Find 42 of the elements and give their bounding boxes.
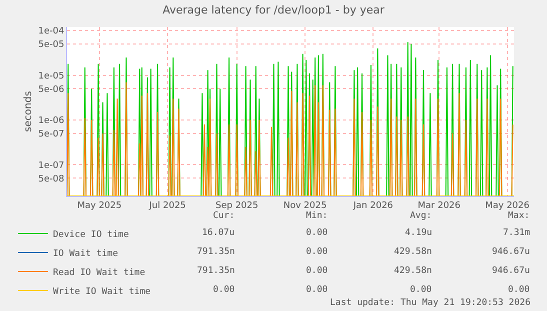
chart-title: Average latency for /dev/loop1 - by year (162, 4, 385, 17)
text: Cur: (213, 211, 235, 221)
x-tick-label: Mar 2026 (418, 200, 461, 211)
text: 0.00 (410, 285, 432, 295)
text: 791.35n (197, 266, 235, 276)
text: 0.00 (306, 266, 328, 276)
x-tick-label: May 2026 (485, 200, 530, 211)
text: 429.58n (394, 247, 432, 257)
y-axis-title: seconds (23, 91, 34, 132)
legend-label: Write IO Wait time (53, 287, 151, 298)
x-tick-label: Nov 2025 (283, 200, 327, 211)
text: 0.00 (508, 285, 530, 295)
text: 0.00 (306, 247, 328, 257)
text: Avg: (410, 211, 432, 221)
x-tick-label: Sep 2025 (215, 200, 258, 211)
text: 946.67u (492, 266, 530, 276)
text: 429.58n (394, 266, 432, 276)
text: 791.35n (197, 247, 235, 257)
y-tick-label: 5e-05 (38, 40, 64, 50)
x-tick-label: Jul 2025 (148, 200, 186, 211)
text: Max: (508, 211, 530, 221)
y-tick-label: 5e-06 (38, 84, 64, 95)
text: 4.19u (405, 228, 432, 238)
legend-label: IO Wait time (53, 249, 118, 260)
y-tick-label: 1e-05 (38, 71, 64, 82)
text: 7.31m (503, 228, 530, 238)
legend-label: Device IO time (53, 230, 129, 240)
y-tick-label: 5e-07 (38, 130, 64, 140)
text: Last update: Thu May 21 19:20:53 2026 (330, 298, 530, 308)
text: 16.07u (202, 228, 235, 238)
text: 0.00 (213, 285, 235, 295)
y-tick-label: 1e-07 (38, 160, 64, 171)
y-tick-label: 5e-08 (38, 174, 64, 184)
y-tick-label: 1e-04 (38, 26, 64, 37)
text: 946.67u (492, 247, 530, 257)
y-tick-label: 1e-06 (38, 116, 64, 126)
x-tick-label: Jan 2026 (352, 200, 394, 211)
text: 0.00 (306, 285, 328, 295)
legend-label: Read IO Wait time (53, 268, 146, 278)
text: 0.00 (306, 228, 328, 238)
x-tick-label: May 2025 (77, 200, 122, 211)
text: Min: (306, 211, 328, 221)
